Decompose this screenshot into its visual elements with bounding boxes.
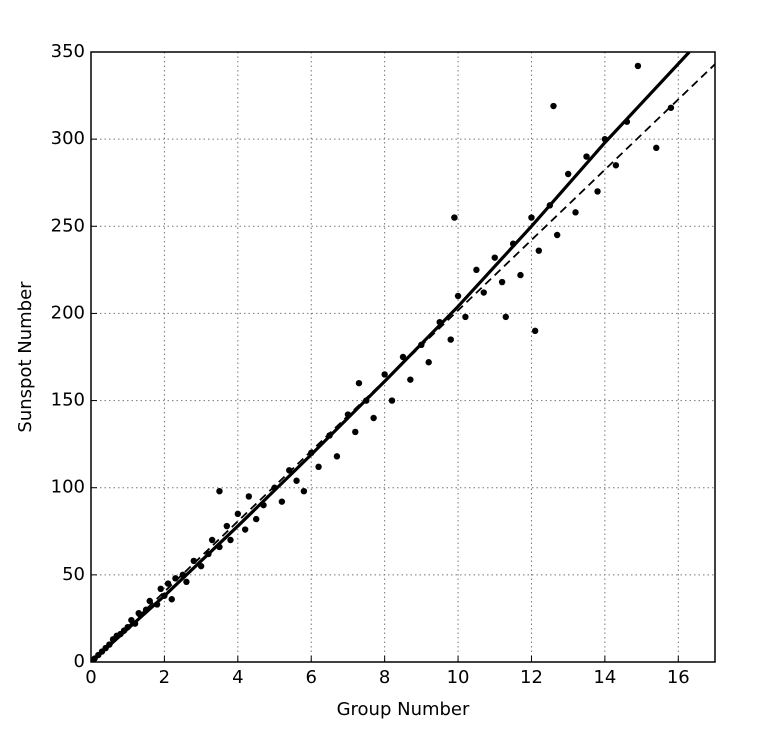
- point: [667, 104, 675, 111]
- point: [146, 597, 153, 605]
- point: [550, 102, 557, 110]
- point: [164, 580, 172, 587]
- point: [583, 153, 590, 160]
- point: [498, 278, 506, 286]
- point: [451, 214, 458, 221]
- fit-line: [91, 63, 715, 662]
- point: [315, 463, 322, 470]
- point: [531, 327, 539, 335]
- point: [245, 493, 253, 500]
- point: [208, 536, 216, 544]
- x-tick-label: 16: [667, 667, 690, 688]
- point: [227, 536, 234, 544]
- point: [491, 254, 498, 261]
- x-tick-label: 8: [379, 667, 390, 688]
- fit-line: [91, 52, 691, 662]
- x-tick-label: 2: [159, 667, 170, 688]
- point: [425, 359, 432, 366]
- x-tick-label: 10: [447, 667, 470, 688]
- point: [352, 428, 359, 436]
- point: [473, 266, 480, 274]
- point: [535, 247, 543, 254]
- point: [653, 144, 660, 152]
- point: [388, 397, 396, 404]
- point: [399, 353, 407, 361]
- y-tick-label: 350: [51, 41, 85, 62]
- y-tick-label: 100: [51, 477, 85, 498]
- point: [447, 336, 454, 343]
- point: [234, 510, 242, 518]
- point: [553, 231, 561, 239]
- point: [168, 596, 175, 603]
- point: [300, 488, 308, 495]
- point: [612, 162, 620, 169]
- point: [502, 313, 509, 321]
- point: [370, 414, 377, 422]
- point: [517, 271, 524, 279]
- y-tick-label: 0: [74, 651, 85, 672]
- point: [564, 170, 572, 178]
- point: [286, 467, 293, 474]
- point: [381, 371, 388, 378]
- point: [216, 488, 223, 495]
- x-tick-label: 6: [306, 667, 317, 688]
- point: [183, 578, 190, 586]
- point: [407, 376, 414, 383]
- point: [594, 188, 601, 195]
- y-tick-label: 300: [51, 128, 85, 149]
- x-axis-label: Group Number: [337, 699, 470, 720]
- point: [480, 289, 487, 296]
- point: [355, 379, 363, 387]
- point: [572, 209, 579, 216]
- point: [252, 515, 260, 523]
- x-tick-label: 0: [85, 667, 96, 688]
- x-tick-label: 12: [520, 667, 543, 688]
- point: [293, 477, 300, 484]
- point: [634, 62, 642, 70]
- y-tick-label: 200: [51, 302, 85, 323]
- y-tick-label: 50: [62, 564, 85, 585]
- x-tick-label: 4: [232, 667, 243, 688]
- point: [462, 313, 469, 321]
- point: [454, 292, 462, 300]
- y-axis-label: Sunspot Number: [15, 281, 36, 433]
- point: [333, 453, 341, 460]
- plot-frame: [90, 51, 716, 663]
- y-tick-label: 250: [51, 215, 85, 236]
- y-tick-label: 150: [51, 390, 85, 411]
- point: [278, 498, 286, 505]
- point: [528, 214, 535, 221]
- point: [241, 526, 249, 533]
- point: [223, 522, 231, 530]
- x-tick-label: 14: [593, 667, 616, 688]
- point: [157, 585, 164, 592]
